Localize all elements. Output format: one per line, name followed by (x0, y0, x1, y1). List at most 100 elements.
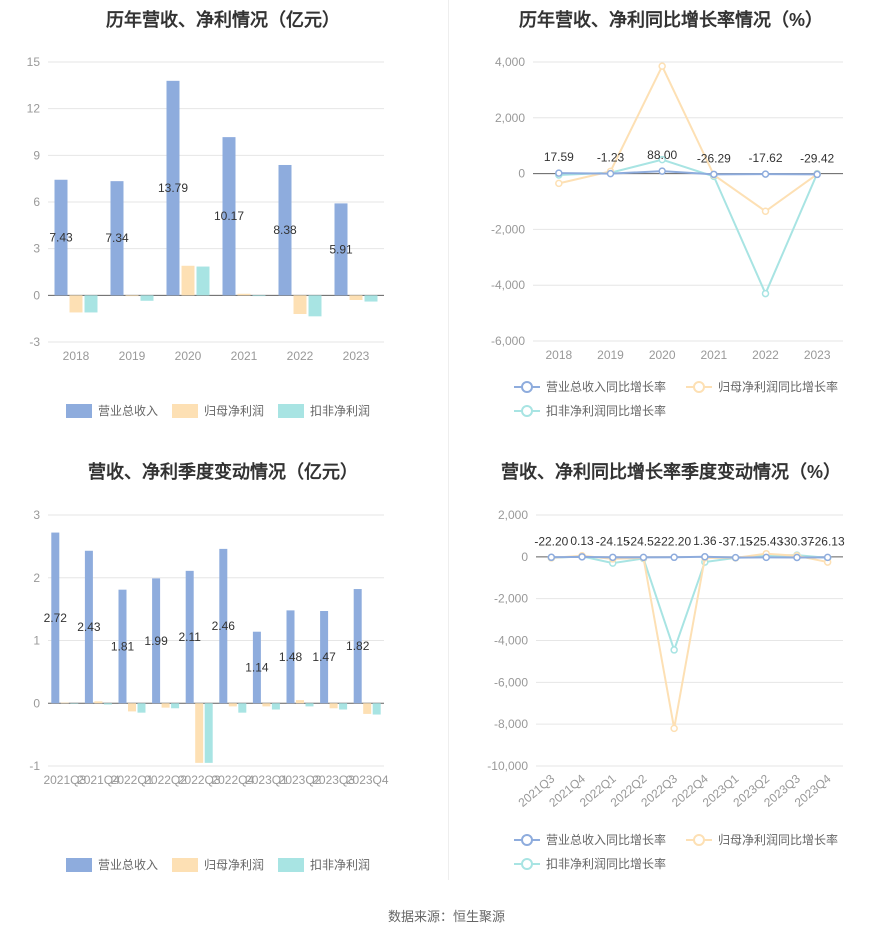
bar (334, 203, 348, 296)
bar (353, 589, 362, 704)
x-tick-label: 2018 (545, 348, 572, 362)
x-tick-label: 2023Q1 (245, 773, 288, 787)
data-point (658, 155, 666, 164)
y-tick-label: 2 (33, 571, 40, 585)
legend-label: 归母净利润同比增长率 (718, 379, 838, 394)
legend-swatch (172, 404, 198, 418)
legend-label: 营业总收入 (98, 858, 158, 872)
data-label: 7.34 (105, 231, 129, 245)
data-label: 5.91 (329, 242, 353, 256)
y-tick-label: -2,000 (494, 592, 528, 606)
data-label: -37.15 (719, 535, 753, 549)
y-tick-label: 6 (33, 195, 40, 209)
bar (204, 703, 213, 763)
chart-panel-quarterly-revenue: 营收、净利季度变动情况（亿元） -1 0 1 2 3 2021Q3 2021Q4 2022Q1… (0, 450, 446, 890)
y-tick-label: -2,000 (491, 222, 525, 236)
panel-divider (448, 0, 449, 880)
bar (196, 266, 210, 296)
series-line (551, 555, 828, 559)
bar (363, 703, 372, 714)
y-tick-label: 1 (33, 634, 40, 648)
y-tick-label: -4,000 (491, 278, 525, 292)
data-label: 1.48 (279, 650, 303, 664)
data-point (578, 553, 586, 561)
chart-annual-growth: -6,000 -4,000 -2,000 0 2,000 4,000 2018 2019 202… (491, 55, 843, 418)
bar (166, 80, 180, 296)
data-point (813, 170, 821, 179)
data-label: -24.52 (626, 534, 660, 548)
x-tick-label: 2018 (63, 349, 90, 363)
bar (252, 631, 261, 704)
x-tick-label: 2022Q2 (144, 773, 187, 787)
data-point (761, 289, 770, 298)
chart-panel-annual-revenue: 历年营收、净利情况（亿元） -3 0 3 6 9 12 15 2018 2019 2020 2021… (0, 0, 446, 440)
y-tick-label: 0 (521, 550, 528, 564)
bar (278, 164, 292, 296)
bar (286, 610, 295, 704)
legend-marker (521, 834, 533, 846)
bar (293, 295, 307, 314)
series-line (558, 158, 819, 297)
legend-label: 归母净利润 (204, 858, 264, 872)
data-point (606, 169, 615, 178)
data-point (658, 62, 666, 70)
y-tick-label: 3 (33, 242, 40, 256)
legend-label: 营业总收入同比增长率 (546, 832, 666, 847)
x-tick-label: 2022Q3 (178, 773, 221, 787)
legend-label: 营业总收入同比增长率 (546, 379, 666, 394)
legend-label: 归母净利润 (204, 404, 264, 418)
data-label: -29.42 (800, 151, 834, 165)
bar (349, 295, 363, 300)
data-label: 2.11 (178, 630, 201, 644)
x-tick-label: 2022 (752, 348, 779, 362)
y-tick-label: -3 (29, 335, 40, 349)
x-tick-label: 2021Q3 (43, 773, 86, 787)
bar (60, 702, 69, 704)
series-line (551, 552, 828, 729)
data-label: 10.17 (214, 209, 244, 223)
y-tick-label: 3 (33, 508, 40, 522)
legend-label: 归母净利润同比增长率 (718, 832, 838, 847)
chart-quarterly-revenue: -1 0 1 2 3 2021Q32021Q42022Q12022Q22022Q32022… (29, 508, 389, 872)
data-point (701, 553, 709, 561)
bar (152, 578, 161, 704)
y-tick-label: -10,000 (487, 759, 528, 773)
legend-swatch (66, 858, 92, 872)
data-label: 17.59 (544, 150, 574, 164)
data-label: 2.46 (212, 619, 236, 633)
legend-label: 扣非净利润同比增长率 (546, 403, 666, 418)
data-point (823, 553, 832, 562)
x-tick-label: 2020 (649, 348, 676, 362)
data-label: -22.20 (534, 534, 568, 548)
data-label: 1.81 (111, 639, 135, 653)
bar (222, 137, 236, 296)
bar (161, 703, 170, 708)
data-label: -17.62 (748, 151, 782, 165)
bar (118, 589, 127, 704)
y-tick-label: 0 (33, 288, 40, 302)
bar (305, 703, 314, 707)
bar (84, 550, 93, 704)
data-label: 1.47 (312, 650, 336, 664)
chart-title: 营收、净利同比增长率季度变动情况（%） (500, 462, 841, 482)
chart-quarterly-growth: -10,000-8,000-6,000-4,000-2,00002,000202… (487, 508, 845, 871)
bar (329, 703, 338, 709)
data-label: 13.79 (158, 181, 188, 195)
x-tick-label: 2019 (119, 349, 146, 363)
series-line (551, 554, 828, 653)
bar (137, 703, 146, 713)
bar (84, 295, 98, 313)
data-source: 数据来源：恒生聚源 (387, 909, 505, 924)
data-point (731, 553, 740, 562)
bar (103, 703, 112, 705)
x-tick-label: 2022 (287, 349, 314, 363)
y-tick-label: 12 (27, 102, 41, 116)
data-point (639, 553, 648, 562)
bar (320, 611, 329, 704)
data-label: -30.37 (780, 534, 814, 548)
bar (181, 265, 195, 296)
bar (262, 703, 271, 707)
bar (69, 295, 83, 313)
bar (70, 703, 79, 704)
bar (110, 181, 124, 296)
